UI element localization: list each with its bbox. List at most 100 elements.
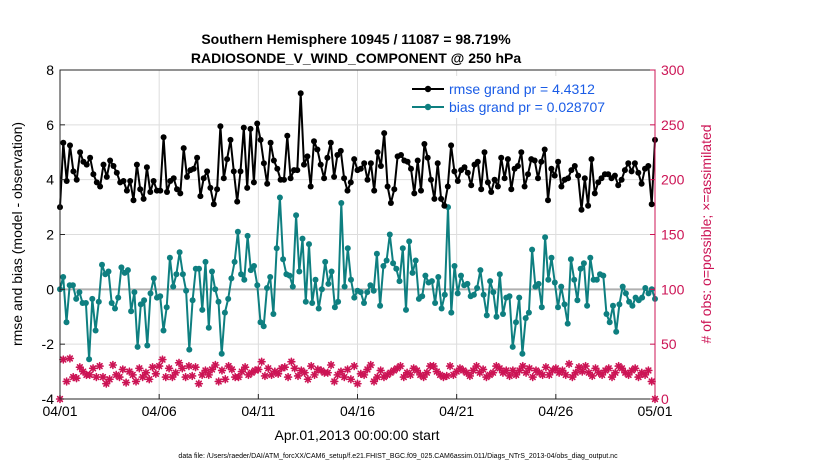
bias-point	[170, 283, 177, 290]
rmse-point	[548, 165, 555, 172]
rmse-point	[598, 175, 605, 182]
rmse-point	[314, 146, 321, 153]
bias-point	[370, 287, 377, 294]
obs-marker-stroke	[142, 369, 150, 376]
obs-marker-stroke	[317, 367, 325, 374]
bias-point	[238, 271, 245, 278]
rmse-point	[545, 197, 551, 204]
bias-point	[587, 254, 594, 261]
rmse-point	[648, 201, 655, 208]
legend-bias-marker	[424, 103, 432, 111]
obs-marker-stroke	[595, 369, 602, 376]
rmse-point	[638, 180, 645, 187]
bias-point	[160, 327, 167, 334]
bias-point	[293, 212, 300, 219]
bias-point	[629, 302, 636, 309]
obs-marker-stroke	[506, 372, 513, 380]
bias-point	[519, 350, 526, 357]
rmse-point	[461, 164, 468, 171]
bias-point	[331, 304, 338, 311]
rmse-point	[541, 146, 548, 153]
bias-point	[112, 305, 118, 312]
obs-marker-stroke	[397, 362, 404, 370]
rmse-point	[234, 198, 241, 205]
obs-marker	[194, 379, 204, 388]
bias-point	[422, 272, 429, 279]
rmse-point	[575, 172, 582, 179]
obs-marker-stroke	[189, 372, 196, 380]
obs-marker	[561, 370, 570, 380]
obs-marker	[538, 370, 547, 380]
obs-marker	[419, 372, 428, 382]
obs-marker	[472, 361, 481, 371]
obs-marker-stroke	[592, 365, 599, 372]
bias-point	[487, 278, 494, 285]
bias-point	[322, 258, 329, 265]
bias-point	[264, 285, 270, 291]
data-file-footer: data file: /Users/raeder/DAI/ATM_forcXX/…	[178, 453, 618, 460]
obs-marker-stroke	[182, 373, 189, 381]
bias-point	[89, 295, 96, 302]
bias-point	[490, 289, 497, 296]
bias-point	[574, 297, 581, 304]
obs-marker	[323, 368, 332, 377]
bias-point	[144, 342, 151, 349]
obs-marker	[254, 365, 263, 374]
rmse-point	[508, 186, 515, 193]
obs-marker	[188, 371, 197, 381]
bias-point	[506, 293, 513, 300]
obs-marker-stroke	[179, 365, 186, 372]
left-tick-label: 6	[46, 117, 54, 133]
bias-point	[380, 263, 387, 269]
bias-point	[613, 328, 620, 335]
obs-marker	[217, 366, 227, 375]
bias-point	[432, 300, 439, 306]
obs-marker-stroke	[195, 380, 203, 387]
obs-marker	[373, 372, 382, 382]
obs-marker	[293, 371, 303, 381]
rmse-point	[595, 179, 602, 186]
obs-marker	[59, 355, 68, 364]
bias-point	[280, 256, 287, 263]
obs-marker	[118, 365, 128, 374]
obs-marker-stroke	[294, 372, 302, 380]
rmse-point	[464, 169, 471, 176]
left-tick-label: 0	[46, 281, 54, 297]
bias-point	[63, 319, 70, 326]
rmse-point	[200, 175, 207, 182]
bias-point	[351, 294, 358, 301]
rmse-series	[57, 90, 658, 213]
bias-point	[561, 301, 568, 308]
rmse-point	[287, 175, 294, 182]
rmse-point	[327, 139, 334, 146]
obs-marker	[366, 360, 375, 370]
obs-marker-stroke	[175, 359, 183, 366]
bias-point	[286, 272, 293, 279]
bias-point	[186, 346, 193, 353]
obs-marker	[128, 370, 137, 380]
right-tick-label: 300	[661, 62, 685, 78]
obs-marker-stroke	[225, 362, 232, 370]
rmse-point	[230, 168, 237, 175]
bias-point	[464, 280, 471, 287]
bias-point	[118, 264, 125, 271]
right-tick-label: 50	[661, 336, 677, 352]
obs-marker-stroke	[360, 371, 368, 379]
rmse-point	[77, 149, 84, 156]
obs-marker	[273, 369, 283, 378]
right-tick-label: 100	[661, 281, 685, 297]
obs-marker	[214, 377, 223, 386]
obs-marker	[528, 372, 537, 382]
rmse-point	[525, 171, 531, 178]
bias-point	[92, 327, 99, 334]
bias-point	[325, 280, 332, 287]
rmse-point	[424, 154, 431, 161]
obs-marker	[634, 372, 643, 382]
bias-point	[141, 297, 148, 304]
obs-count-markers	[55, 354, 660, 404]
bias-point	[390, 260, 397, 267]
bias-point	[403, 306, 409, 313]
rmse-point	[204, 168, 211, 175]
obs-marker	[227, 365, 237, 374]
bias-point	[396, 278, 403, 285]
